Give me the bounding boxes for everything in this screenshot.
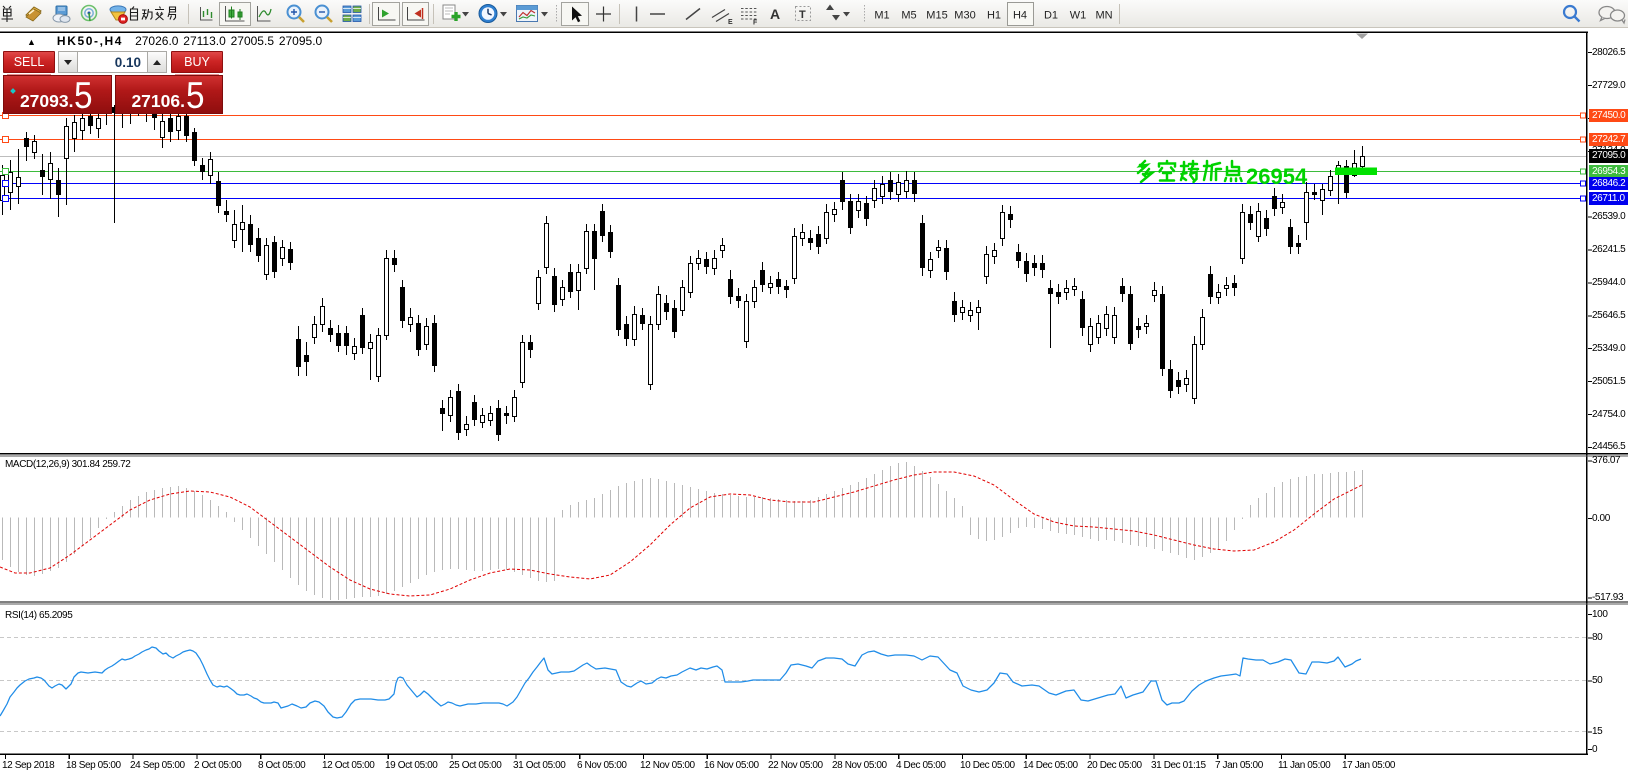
svg-text:W1: W1 <box>1070 10 1087 22</box>
svg-text:M1: M1 <box>874 10 889 22</box>
svg-text:F: F <box>753 20 758 27</box>
svg-text:H4: H4 <box>1013 10 1027 22</box>
svg-text:D1: D1 <box>1044 10 1058 22</box>
svg-text:T: T <box>799 9 806 21</box>
svg-text:M30: M30 <box>954 10 975 22</box>
svg-text:M5: M5 <box>901 10 916 22</box>
svg-text:MN: MN <box>1095 10 1112 22</box>
svg-text:H1: H1 <box>987 10 1001 22</box>
svg-text:M15: M15 <box>926 10 947 22</box>
svg-text:26954: 26954 <box>1246 164 1308 189</box>
svg-text:E: E <box>728 19 733 26</box>
svg-text:A: A <box>770 6 780 22</box>
